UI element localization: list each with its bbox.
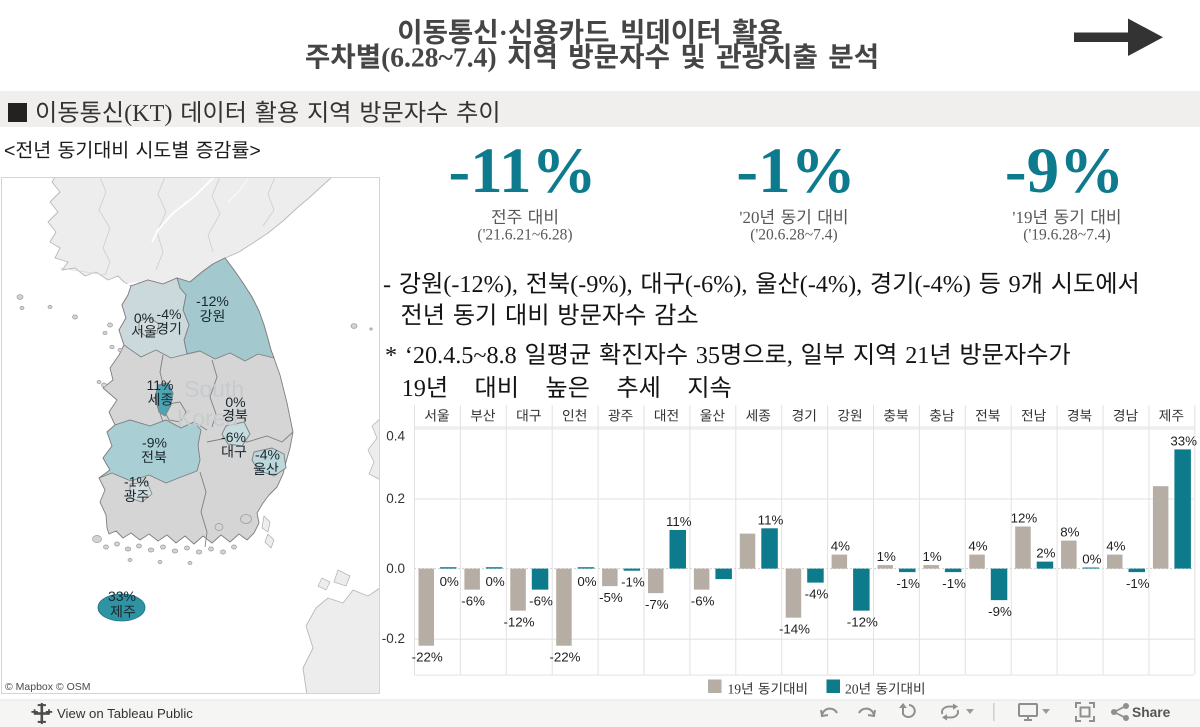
- svg-text:-6%: -6%: [461, 594, 485, 609]
- svg-text:0.2: 0.2: [386, 491, 405, 506]
- svg-text:-5%: -5%: [599, 590, 623, 605]
- svg-text:-9%: -9%: [142, 435, 167, 451]
- svg-text:0.0: 0.0: [386, 561, 405, 576]
- svg-text:Share: Share: [1132, 705, 1171, 720]
- svg-text:-1%: -1%: [896, 576, 920, 591]
- svg-text:('21.6.21~6.28): ('21.6.21~6.28): [477, 227, 572, 244]
- svg-text:-4%: -4%: [255, 447, 280, 463]
- svg-text:0%: 0%: [485, 574, 504, 589]
- svg-text:-11%: -11%: [448, 135, 596, 207]
- svg-text:4%: 4%: [831, 539, 850, 554]
- svg-text:0%: 0%: [1082, 552, 1101, 567]
- svg-text:-1%: -1%: [1126, 576, 1150, 591]
- svg-text:-1%: -1%: [124, 474, 149, 490]
- svg-text:-1%: -1%: [621, 575, 645, 590]
- svg-text:('20.6.28~7.4): ('20.6.28~7.4): [750, 227, 837, 244]
- svg-text:-7%: -7%: [645, 597, 669, 612]
- svg-text:0%: 0%: [225, 394, 245, 410]
- svg-text:-9%: -9%: [988, 604, 1012, 619]
- svg-text:-12%: -12%: [196, 293, 229, 309]
- svg-text:© Mapbox © OSM: © Mapbox © OSM: [5, 681, 91, 693]
- svg-text:View on Tableau Public: View on Tableau Public: [57, 706, 193, 721]
- svg-text:4%: 4%: [1106, 539, 1125, 554]
- svg-text:0%: 0%: [440, 574, 459, 589]
- svg-text:-4%: -4%: [805, 587, 829, 602]
- svg-text:Korea: Korea: [177, 405, 239, 431]
- svg-text:-22%: -22%: [412, 650, 443, 665]
- svg-text:-1%: -1%: [942, 576, 966, 591]
- svg-text:8%: 8%: [1060, 525, 1079, 540]
- svg-text:11%: 11%: [666, 514, 692, 529]
- svg-text:12%: 12%: [1011, 511, 1038, 526]
- svg-text:4%: 4%: [968, 539, 987, 554]
- svg-text:-0.2: -0.2: [382, 631, 405, 646]
- svg-text:('19.6.28~7.4): ('19.6.28~7.4): [1023, 227, 1110, 244]
- svg-text:-14%: -14%: [779, 622, 810, 637]
- svg-text:-6%: -6%: [221, 429, 246, 445]
- svg-text:33%: 33%: [108, 588, 136, 604]
- svg-text:11%: 11%: [758, 512, 784, 527]
- svg-text:-12%: -12%: [847, 615, 878, 630]
- svg-text:1%: 1%: [877, 549, 896, 564]
- svg-text:-6%: -6%: [691, 594, 715, 609]
- svg-text:-4%: -4%: [157, 306, 182, 322]
- svg-text:33%: 33%: [1170, 433, 1197, 448]
- svg-text:0.4: 0.4: [386, 429, 405, 444]
- svg-text:1%: 1%: [922, 549, 941, 564]
- svg-text:0%: 0%: [577, 574, 596, 589]
- svg-text:-12%: -12%: [503, 615, 534, 630]
- svg-text:-1%: -1%: [736, 135, 855, 207]
- svg-text:-9%: -9%: [1005, 135, 1124, 207]
- svg-text:11%: 11%: [147, 377, 174, 393]
- svg-text:South: South: [184, 376, 244, 402]
- svg-text:2%: 2%: [1036, 546, 1055, 561]
- svg-text:-6%: -6%: [529, 594, 553, 609]
- svg-text:-22%: -22%: [549, 650, 580, 665]
- svg-text:0%: 0%: [134, 310, 154, 326]
